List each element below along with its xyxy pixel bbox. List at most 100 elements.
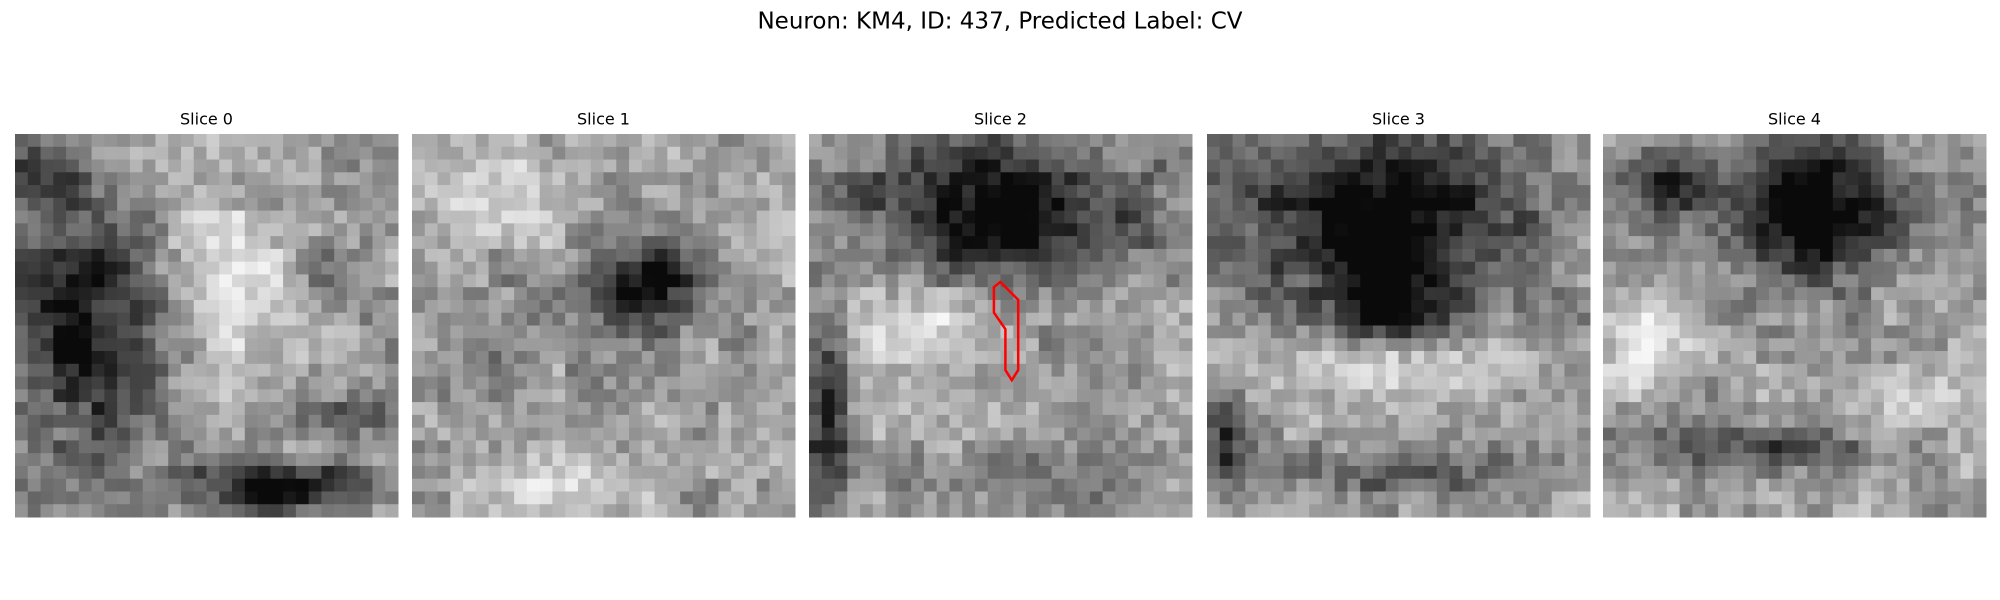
pixel [1820, 287, 1834, 301]
pixel [424, 414, 439, 429]
pixel [1283, 134, 1297, 148]
pixel [1179, 223, 1193, 237]
pixel [1258, 223, 1272, 237]
pixel [565, 236, 579, 250]
pixel [78, 134, 93, 148]
pixel [142, 134, 156, 148]
pixel [1845, 197, 1859, 212]
pixel [1140, 223, 1155, 237]
pixel [1934, 491, 1949, 505]
pixel [1360, 491, 1374, 505]
pixel [1411, 210, 1425, 224]
pixel [552, 185, 566, 199]
pixel [1743, 414, 1757, 429]
pixel [1449, 414, 1463, 429]
pixel [1845, 338, 1859, 352]
pixel [962, 197, 976, 212]
pixel [974, 287, 989, 301]
pixel [232, 223, 246, 237]
pixel [257, 287, 271, 301]
pixel [1705, 172, 1719, 186]
pixel [847, 414, 861, 429]
pixel [1947, 453, 1961, 467]
pixel [104, 440, 118, 454]
pixel [1577, 338, 1591, 352]
pixel [1102, 414, 1116, 429]
pixel [117, 287, 131, 301]
pixel [834, 478, 848, 492]
pixel [1960, 504, 1974, 518]
pixel [1768, 427, 1783, 441]
pixel [898, 134, 912, 148]
pixel [1858, 504, 1872, 518]
pixel [692, 402, 707, 416]
pixel [1051, 312, 1065, 326]
pixel [385, 414, 399, 429]
pixel [1551, 478, 1565, 492]
pixel [117, 312, 131, 326]
pixel [1692, 351, 1706, 365]
pixel [577, 172, 592, 186]
pixel [1089, 197, 1104, 212]
pixel [308, 146, 322, 161]
pixel [565, 414, 579, 429]
pixel [1309, 274, 1323, 288]
pixel [936, 197, 950, 212]
pixel [1258, 248, 1272, 263]
pixel [219, 504, 233, 518]
pixel [91, 351, 105, 365]
pixel [1705, 440, 1719, 454]
pixel [1140, 351, 1155, 365]
pixel [1768, 223, 1783, 237]
pixel [1000, 312, 1014, 326]
pixel [962, 261, 976, 275]
pixel [53, 402, 67, 416]
pixel [1577, 197, 1591, 212]
pixel [1934, 389, 1949, 403]
pixel [1615, 159, 1630, 173]
pixel [1960, 261, 1974, 275]
pixel [1603, 338, 1617, 352]
pixel [91, 504, 105, 518]
pixel [718, 363, 732, 378]
pixel [1743, 274, 1757, 288]
pixel [1270, 478, 1285, 492]
pixel [1922, 363, 1936, 378]
pixel [1960, 465, 1974, 480]
pixel [270, 261, 284, 275]
pixel [1628, 197, 1642, 212]
pixel [27, 325, 42, 339]
pixel [1641, 491, 1655, 505]
pixel [1692, 325, 1706, 339]
pixel [629, 172, 643, 186]
pixel [641, 363, 656, 378]
pixel [1089, 159, 1104, 173]
pixel [1820, 299, 1834, 314]
pixel [424, 312, 439, 326]
pixel [1577, 159, 1591, 173]
pixel [1321, 287, 1336, 301]
pixel [1717, 172, 1732, 186]
pixel [1487, 274, 1502, 288]
pixel [1128, 185, 1142, 199]
pixel [1166, 325, 1180, 339]
pixel [1909, 159, 1923, 173]
pixel [1245, 248, 1259, 263]
pixel [1692, 261, 1706, 275]
pixel [1385, 223, 1399, 237]
pixel [1436, 248, 1451, 263]
pixel [257, 478, 271, 492]
pixel [1232, 478, 1246, 492]
pixel [27, 351, 42, 365]
pixel [1564, 325, 1578, 339]
pixel [641, 185, 656, 199]
pixel [40, 261, 54, 275]
pixel [718, 312, 732, 326]
pixel [1909, 402, 1923, 416]
pixel [1115, 465, 1129, 480]
pixel [1666, 427, 1681, 441]
pixel [809, 287, 823, 301]
pixel [552, 210, 566, 224]
pixel [53, 159, 67, 173]
pixel [1960, 427, 1974, 441]
